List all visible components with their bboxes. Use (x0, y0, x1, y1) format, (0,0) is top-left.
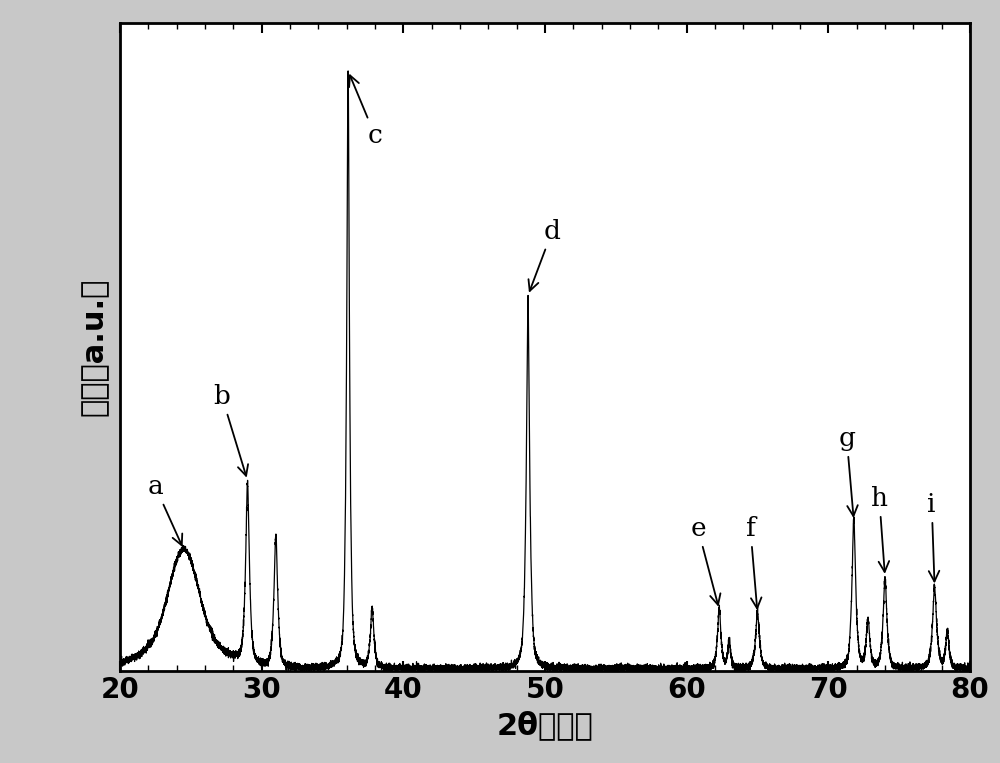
Text: a: a (148, 475, 182, 546)
Text: c: c (349, 76, 382, 148)
Text: e: e (690, 517, 720, 605)
X-axis label: 2θ（度）: 2θ（度） (497, 710, 593, 739)
Text: b: b (214, 385, 248, 476)
Text: d: d (528, 219, 561, 291)
Y-axis label: 强度（a.u.）: 强度（a.u.） (80, 278, 109, 417)
Text: f: f (746, 517, 761, 608)
Text: i: i (928, 492, 939, 581)
Text: g: g (838, 427, 858, 516)
Text: h: h (871, 486, 889, 572)
